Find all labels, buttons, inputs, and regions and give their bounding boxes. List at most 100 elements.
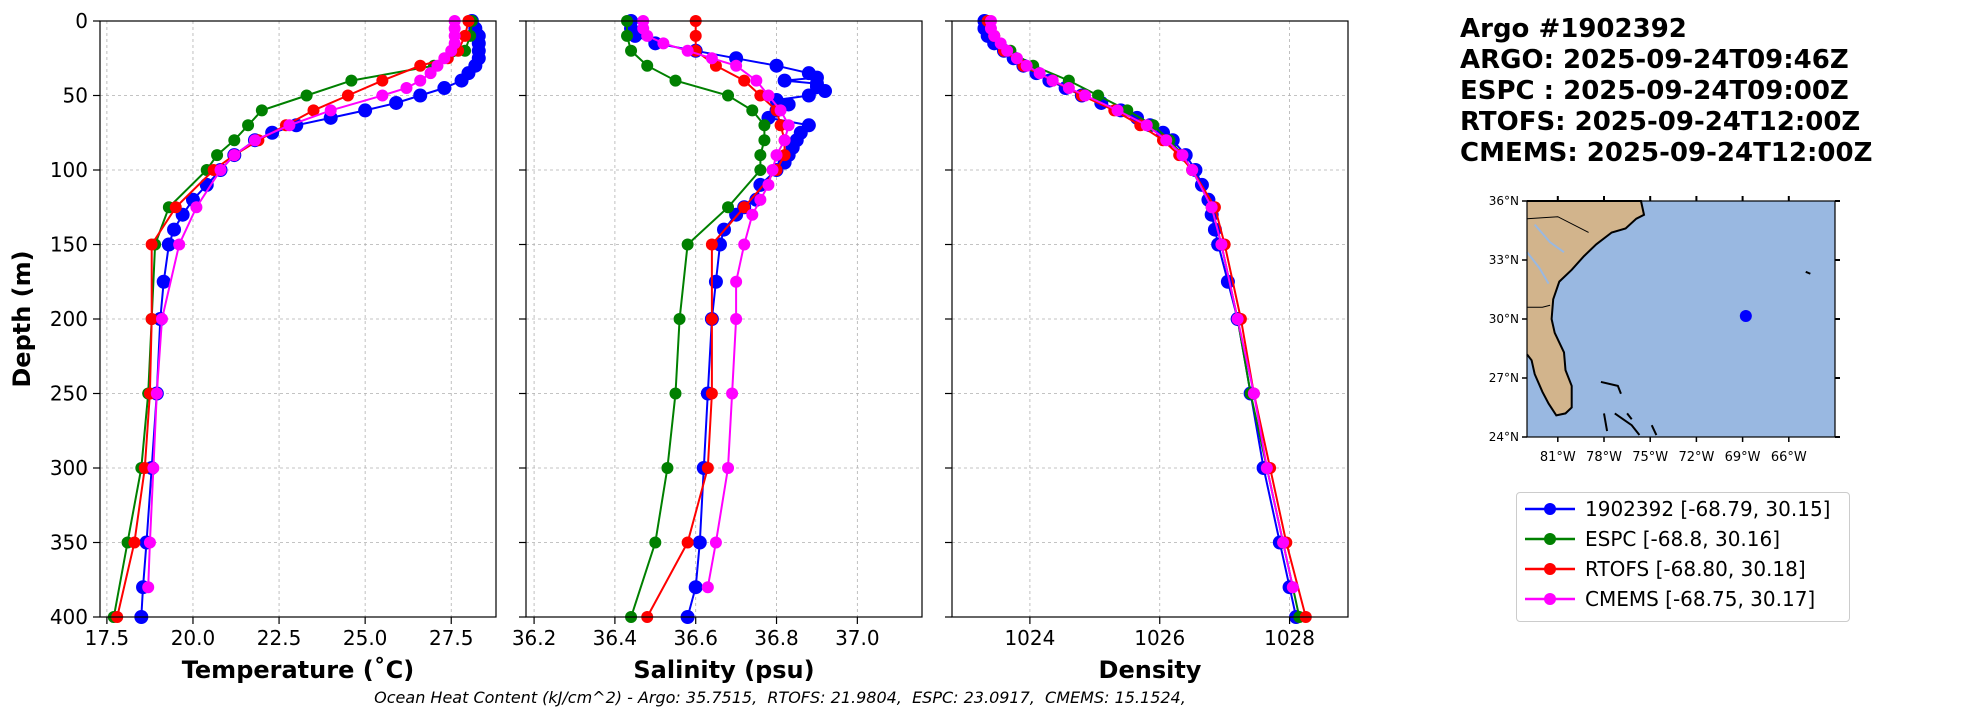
- data-point: [1001, 44, 1014, 57]
- data-point: [1111, 104, 1124, 117]
- x-axis-label: Salinity (psu): [633, 656, 814, 684]
- data-point: [722, 89, 735, 102]
- series-line: [642, 21, 790, 588]
- legend-label: CMEMS [-68.75, 30.17]: [1585, 587, 1816, 611]
- data-point: [414, 59, 427, 72]
- lat-label: 33°N: [1489, 253, 1519, 267]
- data-point: [782, 119, 795, 132]
- data-point: [128, 536, 141, 549]
- data-point: [167, 222, 182, 237]
- data-point: [255, 104, 268, 117]
- legend-marker-icon: [1525, 593, 1575, 605]
- data-point: [758, 134, 771, 147]
- data-point: [138, 462, 151, 474]
- x-tick-label: 1024: [1004, 626, 1055, 650]
- data-point: [692, 535, 707, 550]
- series-line: [990, 21, 1294, 588]
- legend-label: RTOFS [-68.80, 30.18]: [1585, 557, 1806, 581]
- profile-panel: 17.5 20.0 22.5 25.0 27.5 0 50 100 150 200 250 300 35…: [50, 9, 497, 684]
- y-tick-label: 0: [75, 9, 88, 33]
- data-point: [621, 29, 634, 42]
- state-border: [1526, 216, 1589, 233]
- data-point: [1231, 313, 1244, 325]
- data-point: [437, 81, 452, 96]
- data-point: [777, 73, 792, 88]
- data-point: [758, 119, 771, 132]
- data-point: [248, 134, 261, 147]
- data-point: [1046, 74, 1059, 87]
- y-tick-label: 250: [50, 382, 88, 406]
- data-point: [746, 104, 759, 117]
- data-point: [669, 74, 682, 87]
- data-point: [1247, 387, 1260, 400]
- data-point: [1079, 89, 1092, 102]
- lon-label: 75°W: [1632, 450, 1668, 465]
- y-tick-label: 200: [50, 307, 88, 331]
- data-point: [214, 164, 227, 176]
- data-point: [345, 74, 358, 87]
- legend-marker-icon: [1525, 503, 1575, 515]
- data-point: [1186, 164, 1199, 176]
- data-point: [414, 74, 427, 87]
- data-point: [673, 313, 686, 325]
- data-point: [754, 149, 767, 162]
- data-point: [1215, 238, 1228, 251]
- data-point: [1160, 134, 1173, 147]
- x-tick-label: 22.5: [257, 626, 302, 650]
- data-point: [778, 134, 791, 147]
- data-point: [681, 44, 694, 57]
- lon-label: 66°W: [1771, 450, 1807, 465]
- data-point: [413, 88, 428, 103]
- data-point: [1010, 52, 1023, 65]
- x-tick-label: 36.2: [512, 626, 557, 650]
- x-tick-label: 17.5: [85, 626, 130, 650]
- data-point: [641, 59, 654, 72]
- data-point: [722, 201, 735, 214]
- bermuda-island: [1805, 270, 1811, 275]
- data-point: [1033, 67, 1046, 80]
- lon-label: 72°W: [1678, 450, 1714, 465]
- data-point: [738, 201, 751, 214]
- data-point: [1140, 119, 1153, 132]
- data-point: [424, 67, 437, 80]
- data-point: [709, 536, 722, 549]
- argo-time: ARGO: 2025-09-24T09:46Z: [1460, 45, 1849, 75]
- series-group: [107, 14, 486, 624]
- data-point: [818, 84, 833, 99]
- data-point: [155, 313, 168, 325]
- y-tick-label: 100: [50, 158, 88, 182]
- legend-marker-icon: [1525, 533, 1575, 545]
- island: [1650, 424, 1658, 436]
- legend-marker-icon: [1525, 563, 1575, 575]
- data-point: [145, 238, 158, 251]
- data-point: [750, 74, 763, 87]
- float-location: [1739, 310, 1752, 323]
- data-point: [1277, 536, 1290, 549]
- series-line: [147, 21, 456, 588]
- data-point: [774, 104, 787, 117]
- data-point: [161, 237, 176, 252]
- data-point: [145, 313, 158, 325]
- data-point: [376, 89, 389, 102]
- data-point: [173, 238, 186, 251]
- data-point: [641, 29, 654, 42]
- island: [1600, 380, 1622, 395]
- island: [1614, 412, 1641, 436]
- data-point: [754, 193, 767, 206]
- data-point: [1260, 462, 1273, 474]
- data-point: [190, 201, 203, 214]
- legend-item: RTOFS [-68.80, 30.18]: [1525, 555, 1806, 583]
- data-point: [738, 238, 751, 251]
- data-point: [770, 149, 783, 162]
- legend-item: 1902392 [-68.79, 30.15]: [1525, 495, 1830, 523]
- data-point: [376, 74, 389, 87]
- data-point: [454, 73, 469, 88]
- data-point: [689, 29, 702, 42]
- data-point: [746, 208, 759, 221]
- series-group: [621, 14, 833, 624]
- data-point: [142, 581, 155, 594]
- data-point: [156, 274, 171, 289]
- x-axis-label: Temperature (˚C): [182, 656, 415, 684]
- data-point: [459, 29, 472, 42]
